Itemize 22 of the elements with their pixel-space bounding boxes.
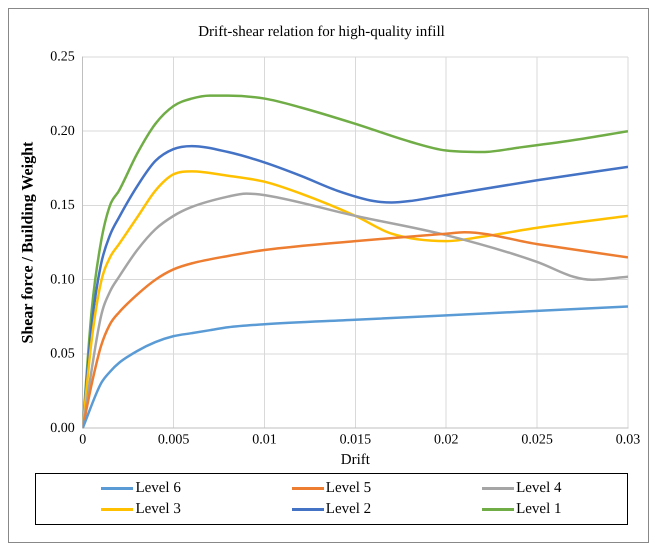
x-tick-label: 0.02 <box>434 432 458 448</box>
legend-label: Level 3 <box>135 501 181 518</box>
legend-label: Level 2 <box>326 501 372 518</box>
x-tick-label: 0.025 <box>521 432 553 448</box>
x-tick-label: 0.005 <box>158 432 190 448</box>
legend-label: Level 1 <box>516 501 562 518</box>
x-tick-label: 0.015 <box>340 432 372 448</box>
y-axis-title: Shear force / Building Weight <box>20 141 37 344</box>
y-tick-label: 0.25 <box>50 50 75 65</box>
y-tick-label: 0.05 <box>50 346 75 362</box>
legend-label: Level 4 <box>516 480 562 497</box>
x-tick-label: 0.01 <box>252 432 277 448</box>
y-tick-label: 0.20 <box>50 124 75 139</box>
y-tick-label: 0.00 <box>50 420 75 436</box>
x-tick-label: 0 <box>79 432 86 448</box>
legend-label: Level 5 <box>326 480 372 497</box>
x-axis-title: Drift <box>340 452 371 468</box>
x-tick-label: 0.03 <box>616 432 640 448</box>
y-tick-label: 0.15 <box>50 198 75 214</box>
legend-label: Level 6 <box>135 480 181 497</box>
y-tick-label: 0.10 <box>50 272 75 288</box>
chart-title: Drift-shear relation for high-quality infill <box>198 24 445 40</box>
